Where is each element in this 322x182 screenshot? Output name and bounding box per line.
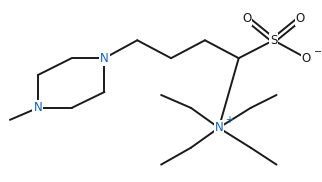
Text: N: N [214, 121, 223, 134]
Text: O: O [296, 12, 305, 25]
Text: S: S [270, 34, 277, 47]
Text: N: N [33, 101, 42, 114]
Text: −: − [314, 47, 322, 57]
Text: +: + [225, 115, 233, 125]
Text: O: O [302, 52, 311, 65]
Text: O: O [242, 12, 251, 25]
Text: N: N [100, 52, 109, 65]
